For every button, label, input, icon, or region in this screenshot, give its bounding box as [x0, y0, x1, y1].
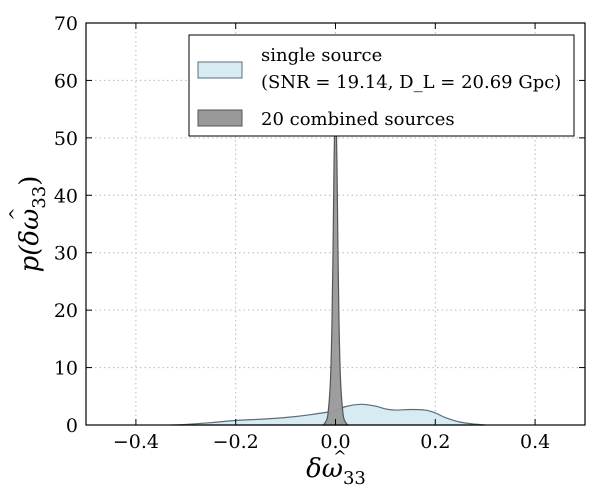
plot-frame	[85, 22, 586, 426]
area-combined-sources	[321, 88, 350, 426]
legend: single source (SNR = 19.14, D_L = 20.69 …	[188, 34, 575, 137]
y-tick-label: 50	[54, 128, 78, 150]
y-tick-label: 20	[54, 300, 78, 322]
y-tick-label: 40	[54, 185, 78, 207]
x-tick-label: −0.4	[113, 431, 159, 453]
x-axis-title: δω33 ^	[306, 447, 366, 489]
legend-swatch-single	[197, 61, 243, 79]
svg-text:δω33: δω33	[306, 454, 366, 489]
y-tick-label: 0	[66, 415, 78, 437]
x-tick-label: 0.4	[520, 431, 550, 453]
legend-label-single-line2: (SNR = 19.14, D_L = 20.69 Gpc)	[261, 72, 561, 93]
x-axis-hat-icon: ^	[333, 447, 346, 466]
legend-label-combined: 20 combined sources	[261, 109, 455, 130]
tick-labels: −0.4 −0.2 0.0 0.2 0.4 0 10 20 30 40 50 60 70	[54, 13, 550, 453]
x-tick-label: 0.0	[320, 431, 350, 453]
y-tick-label: 70	[54, 13, 78, 35]
x-tick-label: −0.2	[213, 431, 259, 453]
legend-box	[188, 34, 575, 137]
legend-label-single-line1: single source	[261, 45, 382, 66]
y-tick-label: 60	[54, 70, 78, 92]
plot-area	[170, 88, 486, 426]
legend-swatch-combined	[197, 109, 243, 127]
y-tick-label: 30	[54, 243, 78, 265]
y-axis-hat-icon: ^	[6, 207, 25, 220]
svg-text:p(δω33): p(δω33)	[15, 176, 50, 273]
y-tick-label: 10	[54, 358, 78, 380]
y-axis-title: p(δω33) ^	[6, 176, 50, 273]
x-tick-label: 0.2	[420, 431, 450, 453]
